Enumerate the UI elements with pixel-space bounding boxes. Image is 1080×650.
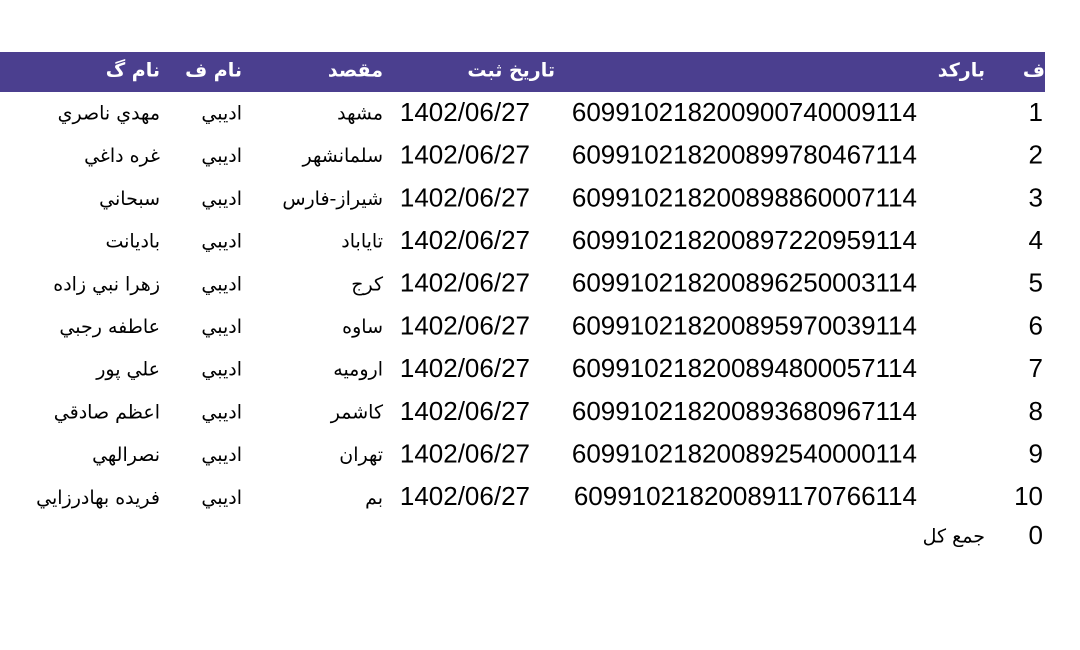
last-name: نصرالهي (92, 444, 160, 466)
first-name: اديبي (201, 273, 242, 295)
header-cell: بارکد (938, 60, 985, 82)
date: 1402/06/27 (400, 182, 530, 212)
first-name: اديبي (201, 487, 242, 509)
destination: اروميه (333, 359, 383, 381)
destination: مشهد (337, 103, 383, 125)
header-bar (0, 52, 1045, 92)
barcode: 609910218200898860007114 (572, 182, 917, 212)
destination: سلمانشهر (302, 145, 383, 167)
header-cell: ف (1023, 60, 1045, 82)
barcode: 609910218200896250003114 (572, 268, 917, 298)
row-number: 1 (1029, 97, 1043, 127)
header-cell: مقصد (328, 60, 383, 82)
row-number: 8 (1029, 396, 1043, 426)
first-name: اديبي (201, 231, 242, 253)
last-name: عاطفه رجبي (59, 316, 160, 338)
last-name: باديانت (105, 231, 160, 253)
date: 1402/06/27 (400, 140, 530, 170)
destination: بم (365, 487, 383, 509)
barcode: 609910218200895970039114 (572, 310, 917, 340)
destination: کاشمر (330, 401, 384, 423)
date: 1402/06/27 (400, 438, 530, 468)
date: 1402/06/27 (400, 225, 530, 255)
first-name: اديبي (201, 444, 242, 466)
last-name: فريده بهادرزايي (36, 487, 160, 509)
row-number: 4 (1029, 225, 1043, 255)
row-number: 10 (1014, 481, 1043, 511)
first-name: اديبي (201, 401, 242, 423)
total-value: 0 (1029, 520, 1043, 550)
header-cell: نام گ (106, 59, 160, 82)
destination: تاياباد (341, 231, 383, 253)
destination: کرج (351, 273, 384, 295)
last-name: غره داغي (84, 145, 160, 167)
destination: تهران (339, 444, 383, 466)
first-name: اديبي (201, 316, 242, 338)
last-name: اعظم صادقي (54, 401, 160, 423)
row-number: 5 (1029, 268, 1043, 298)
first-name: اديبي (201, 103, 242, 125)
first-name: اديبي (201, 188, 242, 210)
row-number: 6 (1029, 310, 1043, 340)
barcode: 609910218200891170766114 (574, 481, 917, 511)
date: 1402/06/27 (400, 268, 530, 298)
row-number: 3 (1029, 182, 1043, 212)
date: 1402/06/27 (400, 97, 530, 127)
header-cell: تاريخ ثبت (467, 60, 555, 82)
date: 1402/06/27 (400, 396, 530, 426)
row-number: 2 (1029, 140, 1043, 170)
barcode: 609910218200894800057114 (572, 353, 917, 383)
barcode: 609910218200897220959114 (572, 225, 917, 255)
date: 1402/06/27 (400, 481, 530, 511)
last-name: زهرا نبي زاده (53, 273, 160, 295)
destination: شيراز-فارس (282, 188, 383, 210)
date: 1402/06/27 (400, 310, 530, 340)
first-name: اديبي (201, 145, 242, 167)
date: 1402/06/27 (400, 353, 530, 383)
row-number: 7 (1029, 353, 1043, 383)
header-cell: نام ف (185, 60, 242, 82)
barcode: 609910218200892540000114 (572, 438, 917, 468)
barcode: 609910218200893680967114 (572, 396, 917, 426)
last-name: علي پور (95, 359, 160, 381)
barcode: 609910218200900740009114 (572, 97, 917, 127)
destination: ساوه (342, 316, 383, 338)
total-label: جمع کل (923, 526, 985, 548)
row-number: 9 (1029, 438, 1043, 468)
barcode: 609910218200899780467114 (572, 140, 917, 170)
last-name: مهدي ناصري (58, 103, 160, 125)
last-name: سبحاني (99, 188, 160, 210)
first-name: اديبي (201, 359, 242, 381)
